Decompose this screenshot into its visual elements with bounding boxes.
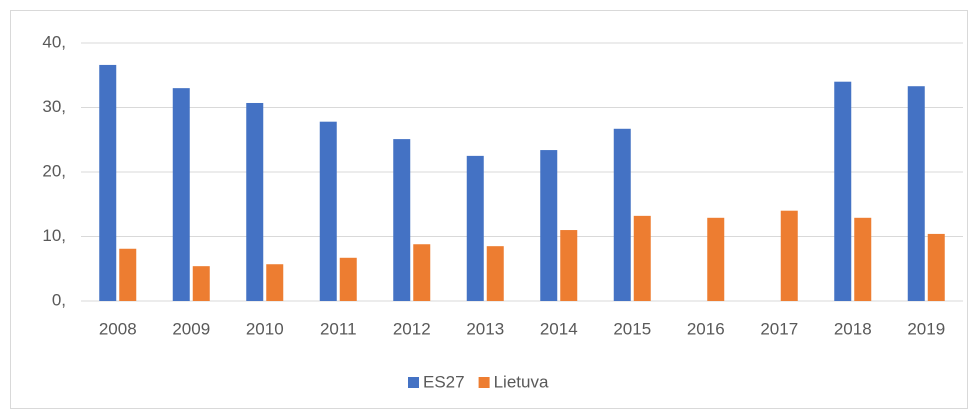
x-tick-label: 2018 — [834, 319, 872, 338]
x-tick-label: 2010 — [246, 319, 284, 338]
bar — [613, 128, 631, 301]
y-tick-label: 0, — [52, 290, 66, 309]
bar — [172, 88, 190, 302]
bar — [266, 264, 284, 301]
x-tick-label: 2013 — [466, 319, 504, 338]
x-tick-label: 2016 — [687, 319, 725, 338]
bar — [927, 233, 945, 301]
y-tick-label: 20, — [42, 161, 66, 180]
legend-swatch — [478, 377, 490, 388]
bar — [319, 121, 337, 301]
x-tick-label: 2014 — [540, 319, 578, 338]
bar — [99, 64, 117, 302]
bar — [339, 257, 357, 301]
y-tick-label: 10, — [42, 226, 66, 245]
legend-label: Lietuva — [494, 372, 549, 391]
bar — [854, 217, 872, 301]
y-tick-label: 40, — [42, 32, 66, 51]
x-tick-label: 2009 — [172, 319, 210, 338]
bar — [119, 248, 137, 301]
x-tick-label: 2011 — [320, 319, 357, 338]
legend-label: ES27 — [423, 372, 465, 391]
bar — [834, 81, 852, 301]
y-tick-label: 30, — [42, 97, 66, 116]
bar — [560, 230, 578, 301]
legend-swatch — [408, 377, 419, 388]
bar — [486, 246, 504, 301]
bar — [466, 155, 484, 301]
x-tick-label: 2015 — [613, 319, 651, 338]
x-tick-label: 2019 — [907, 319, 945, 338]
x-tick-label: 2012 — [393, 319, 431, 338]
bar — [246, 102, 264, 301]
bar — [393, 139, 411, 301]
bar — [192, 266, 210, 301]
bar — [633, 215, 651, 301]
bar — [413, 244, 431, 301]
bar — [780, 210, 798, 301]
bar — [707, 217, 725, 301]
bar — [907, 86, 925, 301]
x-tick-label: 2008 — [99, 319, 137, 338]
x-tick-label: 2017 — [760, 319, 798, 338]
chart-border — [10, 10, 968, 409]
bar — [540, 150, 558, 301]
